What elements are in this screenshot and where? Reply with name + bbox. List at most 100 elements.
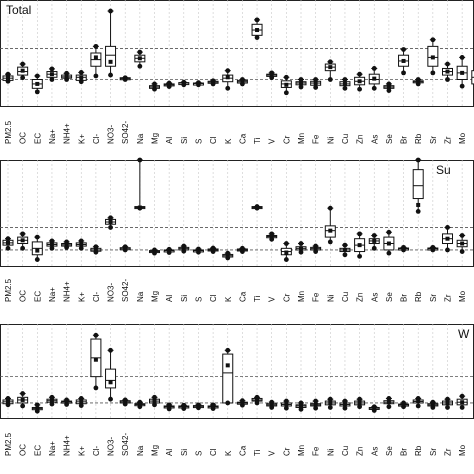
max-point [313, 243, 319, 249]
x-tick-label: Mg [151, 445, 160, 456]
mean-marker [284, 82, 289, 87]
box-Cl [207, 78, 219, 87]
x-tick-label: As [370, 447, 379, 456]
box-Ti [251, 204, 263, 211]
max-point [298, 241, 304, 246]
box-body [105, 45, 117, 67]
x-tick-label: V [268, 296, 277, 302]
max-point [371, 404, 377, 410]
box-EC [31, 73, 43, 95]
max-point [371, 66, 377, 71]
x-tick-label: Cl- [92, 445, 101, 456]
x-tick-label: Br [400, 136, 409, 144]
max-point [137, 157, 143, 163]
x-tick-label: Sr [429, 448, 438, 456]
x-tick-label: Sr [429, 294, 438, 302]
box-NO3- [105, 8, 117, 78]
x-tick-label: Se [385, 446, 394, 456]
box-Ca [236, 245, 248, 254]
mean-marker [108, 380, 113, 385]
box-Na+ [46, 394, 58, 407]
x-tick-label: Cr [282, 135, 291, 144]
x-tick-label: Fe [312, 292, 321, 302]
x-tick-label: NH4+ [63, 123, 72, 144]
box-Mo [456, 233, 468, 254]
x-tick-label: PM2.5 [4, 278, 13, 302]
box-K [222, 68, 234, 91]
min-point [327, 77, 333, 82]
min-point [64, 244, 69, 250]
mean-marker [430, 55, 435, 60]
min-point [181, 406, 187, 411]
box-Ni [324, 59, 336, 82]
min-point [313, 405, 319, 411]
mean-marker [35, 248, 40, 253]
mean-marker [255, 28, 260, 33]
box-Na+ [46, 66, 58, 82]
max-point [108, 347, 113, 353]
box-PM2.5 [2, 236, 14, 251]
mean-marker [64, 242, 69, 247]
min-point [181, 248, 187, 254]
x-tick-label: Br [400, 294, 409, 302]
max-point [415, 396, 421, 401]
max-point [166, 402, 172, 408]
x-tick-label: Mg [151, 133, 160, 144]
min-point [122, 401, 128, 407]
x-tick-label: As [370, 293, 379, 302]
mean-marker [372, 238, 377, 243]
mean-marker [460, 70, 465, 75]
box-SO42- [119, 75, 131, 82]
x-tick-label: OC [19, 132, 28, 144]
x-tick-label: K [224, 296, 233, 302]
max-point [210, 402, 216, 408]
box-NO3- [105, 347, 117, 402]
max-point [78, 396, 84, 401]
min-point [20, 403, 26, 409]
mean-marker [386, 85, 391, 90]
min-point [313, 85, 319, 90]
min-point [415, 81, 421, 87]
min-point [371, 85, 377, 91]
max-point [298, 400, 304, 406]
box-Ca [236, 398, 248, 408]
mean-marker [342, 247, 347, 252]
panel-title: W [458, 327, 470, 341]
x-tick-label: Na+ [48, 287, 57, 302]
x-tick-label: Ni [326, 136, 335, 144]
x-tick-label: SO42- [121, 279, 130, 302]
max-point [459, 233, 465, 238]
max-point [240, 77, 245, 82]
x-tick-label: EC [33, 133, 42, 144]
box-As [368, 404, 380, 413]
max-point [357, 231, 362, 237]
x-tick-label: SO42- [121, 433, 130, 456]
box-Ni [324, 205, 336, 245]
box-Cu [339, 242, 351, 258]
mean-marker [20, 238, 25, 243]
max-point [327, 205, 333, 211]
mean-marker [108, 219, 113, 224]
box-Cl [207, 402, 219, 411]
box-Si [178, 402, 190, 411]
min-point [342, 85, 348, 91]
min-point [283, 405, 289, 411]
min-point [445, 77, 450, 82]
mean-marker [342, 81, 347, 86]
x-tick-label: As [370, 135, 379, 144]
max-point [108, 8, 113, 14]
box-S [192, 246, 204, 255]
min-point [254, 205, 260, 211]
min-point [357, 253, 362, 259]
min-point [152, 402, 157, 408]
x-tick-label: Zn [356, 293, 365, 302]
x-tick-label: Cl [209, 136, 218, 144]
box-NH4+ [61, 70, 73, 82]
max-point [386, 396, 392, 401]
x-tick-label: S [194, 451, 203, 456]
box-OC [17, 391, 29, 409]
min-point [459, 249, 465, 254]
max-point [430, 37, 436, 43]
max-point [225, 347, 231, 353]
max-point [64, 239, 69, 245]
